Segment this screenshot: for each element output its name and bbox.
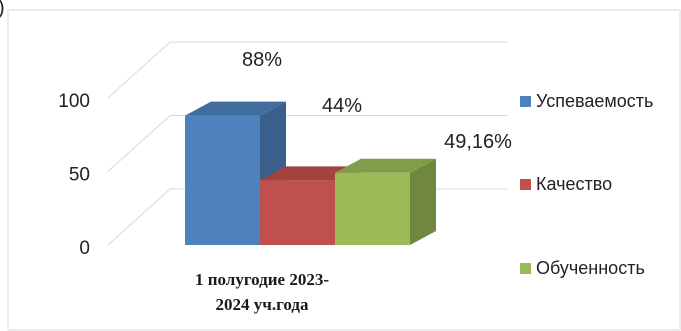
bar-front xyxy=(185,115,260,245)
corner-label: ) xyxy=(0,0,5,19)
legend-swatch xyxy=(520,263,531,274)
bar-side xyxy=(410,158,436,245)
legend: Успеваемость Качество Обученность xyxy=(520,91,653,278)
gridline-diagonal xyxy=(107,41,171,99)
bar-top xyxy=(185,101,286,116)
legend-item: Успеваемость xyxy=(520,91,653,111)
bar-front xyxy=(260,180,335,245)
bar-top xyxy=(335,158,436,173)
bar-3 xyxy=(335,158,436,245)
legend-label: Успеваемость xyxy=(536,91,653,111)
legend-item: Качество xyxy=(520,174,612,194)
category-label: 2024 уч.года xyxy=(216,295,309,314)
data-label: 49,16% xyxy=(444,131,512,153)
legend-label: Качество xyxy=(536,174,612,194)
legend-label: Обученность xyxy=(536,258,645,278)
y-tick-label: 100 xyxy=(58,91,90,112)
legend-swatch xyxy=(520,179,531,190)
data-label: 44% xyxy=(322,95,362,117)
chart-border xyxy=(7,9,681,331)
bar-front xyxy=(335,172,410,245)
gridline-diagonal xyxy=(107,188,171,246)
y-tick-label: 50 xyxy=(69,165,90,186)
plot-area: 0 50 100 88% 44% 49,16% 1 полугодие 2023- 2024 … xyxy=(58,41,512,314)
gridline-diagonal xyxy=(107,115,171,172)
legend-item: Обученность xyxy=(520,258,645,278)
y-tick-label: 0 xyxy=(79,238,90,259)
legend-swatch xyxy=(520,96,531,107)
data-label: 88% xyxy=(242,49,282,71)
category-label: 1 полугодие 2023- xyxy=(195,270,329,289)
